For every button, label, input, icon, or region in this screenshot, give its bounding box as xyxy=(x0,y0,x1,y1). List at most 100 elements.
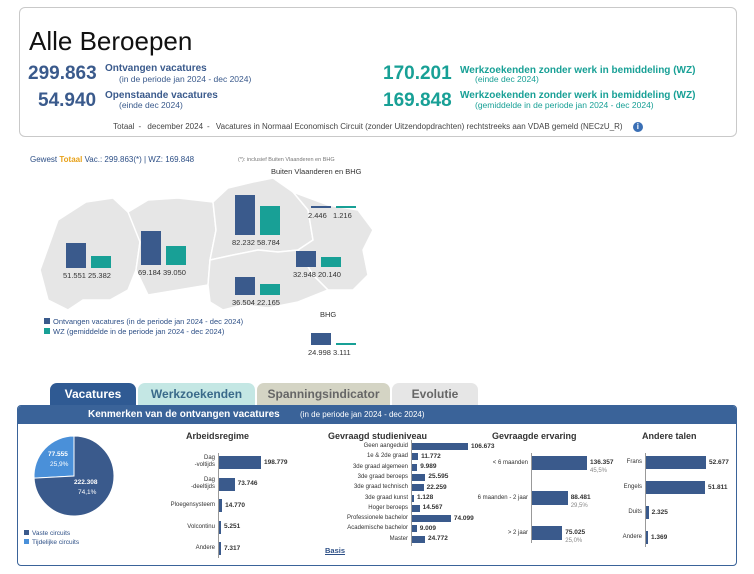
map-bar-wz-vlaams-brabant xyxy=(260,284,280,295)
kpi-received-value: 299.863 xyxy=(28,63,97,84)
tab-spanningsindicator[interactable]: Spanningsindicator xyxy=(257,383,390,405)
val-andere-talen-frans: 52.677 xyxy=(709,458,729,466)
val-gevraagde-ervaring--2-jaar: 75.025 xyxy=(565,529,586,536)
map-bar-vac-buiten-vlaanderen-en-bhg xyxy=(311,206,331,208)
tab-werkzoekenden[interactable]: Werkzoekenden xyxy=(138,383,255,405)
pie-legend-tijdelijk: Tijdelijke circuits xyxy=(24,539,79,546)
kpi-received-sub: (in de periode jan 2024 - dec 2024) xyxy=(119,74,252,84)
map-bar-vac-limburg xyxy=(296,250,316,267)
bar-gevraagd-studieniveau-professionele-bachelor xyxy=(412,515,451,523)
map-bar-vac-oost-vlaanderen xyxy=(141,231,161,265)
kpi-open-sub: (einde dec 2024) xyxy=(119,100,183,110)
cat-gevraagd-studieniveau-3de-graad-kunst: 3de graad kunst xyxy=(364,494,408,501)
kpi-wz-avg-sub: (gemiddelde in de periode jan 2024 - dec… xyxy=(475,100,654,110)
val-gevraagd-studieniveau-professionele-bachelor: 74.099 xyxy=(453,514,474,522)
val-andere-talen-andere: 1.369 xyxy=(651,533,668,541)
cat-gevraagd-studieniveau-3de-graad-beroeps: 3de graad beroeps xyxy=(357,473,408,480)
val-gevraagd-studieniveau-3de-graad-technisch: 22.259 xyxy=(426,483,447,491)
axis-andere-talen xyxy=(645,453,646,547)
val-andere-talen-duits: 2.325 xyxy=(651,508,668,516)
legend-swatch-wz xyxy=(44,328,50,334)
map-value-wz-limburg: 20.140 xyxy=(318,270,341,279)
bar-gevraagd-studieniveau-3de-graad-algemeen xyxy=(412,463,418,471)
map-bar-wz-antwerpen xyxy=(260,206,280,235)
map-bar-wz-bhg xyxy=(336,343,356,345)
circuits-pie-chart xyxy=(33,435,115,517)
val-arbeidsregime-dag-deeltijds: 73.746 xyxy=(237,480,258,487)
map-bar-wz-buiten-vlaanderen-en-bhg xyxy=(336,206,356,208)
tab-evolutie[interactable]: Evolutie xyxy=(392,383,478,405)
kpi-wz-end-sub: (einde dec 2024) xyxy=(475,74,539,84)
characteristics-panel: Kenmerken van de ontvangen vacatures (in… xyxy=(17,405,737,566)
section-title-talen: Andere talen xyxy=(642,431,697,441)
pie-label-tijdelijk-pct: 25,9% xyxy=(50,461,69,468)
tab-vacatures[interactable]: Vacatures xyxy=(50,383,136,405)
axis-gevraagd-studieniveau xyxy=(411,440,412,546)
map-bar-wz-west-vlaanderen xyxy=(91,255,111,268)
map-value-wz-west-vlaanderen: 25.382 xyxy=(88,271,111,280)
map-value-vac-antwerpen: 82.232 xyxy=(232,238,255,247)
legend-swatch-vacatures xyxy=(44,318,50,324)
pie-swatch-tijdelijk xyxy=(24,539,29,544)
cat-gevraagd-studieniveau-3de-graad-technisch: 3de graad technisch xyxy=(353,484,408,491)
bar-arbeidsregime-ploegensysteem xyxy=(219,499,223,512)
pie-slice-vaste-circuits xyxy=(33,435,115,517)
summary-card: Alle Beroepen 299.863 Ontvangen vacature… xyxy=(19,7,737,137)
bar-gevraagd-studieniveau-3de-graad-technisch xyxy=(412,484,424,492)
bar-gevraagde-ervaring--6-maanden xyxy=(532,456,587,470)
pct-gevraagde-ervaring-6-maanden-2-jaar: 29,5% xyxy=(570,503,588,509)
map-bar-vac-vlaams-brabant xyxy=(235,277,255,295)
cat-arbeidsregime-ploegensysteem: Ploegensysteem xyxy=(170,502,215,508)
map-value-wz-buiten-vlaanderen-en-bhg: 1.216 xyxy=(333,211,352,220)
cat-gevraagde-ervaring--2-jaar: > 2 jaar xyxy=(507,529,528,536)
info-icon[interactable]: i xyxy=(632,122,643,132)
section-title-ervaring: Gevraagde ervaring xyxy=(492,431,577,441)
kpi-wz-end-label: Werkzoekenden zonder werk in bemiddeling… xyxy=(460,65,696,76)
cat-gevraagd-studieniveau-3de-graad-algemeen: 3de graad algemeen xyxy=(352,463,408,470)
panel-subtitle: (in de periode jan 2024 - dec 2024) xyxy=(300,410,425,419)
cat-gevraagde-ervaring-6-maanden-2-jaar: 6 maanden - 2 jaar xyxy=(477,494,528,501)
axis-arbeidsregime xyxy=(218,453,219,558)
cat-arbeidsregime-dag-voltijds: Dag -voltijds xyxy=(194,455,215,468)
map-bar-vac-bhg xyxy=(311,332,331,345)
pie-swatch-vast xyxy=(24,530,29,535)
map-value-vac-west-vlaanderen: 51.551 xyxy=(63,271,86,280)
gewest-summary: Gewest Totaal Vac.: 299.863(*) | WZ: 169… xyxy=(30,155,195,164)
bar-andere-talen-frans xyxy=(646,456,706,469)
filter-total: Totaal xyxy=(113,122,135,131)
bar-arbeidsregime-dag-deeltijds xyxy=(219,477,235,491)
bar-andere-talen-engels xyxy=(646,481,705,494)
pie-legend-vast: Vaste circuits xyxy=(24,530,70,537)
cat-arbeidsregime-dag-deeltijds: Dag -deeltijds xyxy=(190,476,215,490)
map-value-vac-limburg: 32.948 xyxy=(293,270,316,279)
val-gevraagd-studieniveau-hoger-beroeps: 14.567 xyxy=(422,504,443,512)
cat-gevraagd-studieniveau-geen-aangeduid: Geen aangeduid xyxy=(363,443,408,449)
map-bar-vac-antwerpen xyxy=(235,195,255,235)
legend-vacatures: Ontvangen vacatures (in de periode jan 2… xyxy=(44,317,243,326)
cat-arbeidsregime-volcontinu: Volcontinu xyxy=(187,523,215,530)
bar-gevraagde-ervaring-6-maanden-2-jaar xyxy=(532,491,568,505)
basis-link[interactable]: Basis xyxy=(325,546,346,555)
val-arbeidsregime-dag-voltijds: 198.779 xyxy=(264,458,288,466)
val-gevraagd-studieniveau-academische-bachelor: 9.009 xyxy=(419,524,436,532)
map-value-wz-bhg: 3.111 xyxy=(333,348,351,357)
axis-gevraagde-ervaring xyxy=(531,453,532,543)
map-value-vac-bhg: 24.998 xyxy=(308,348,331,357)
map-value-vac-vlaams-brabant: 36.504 xyxy=(232,298,255,307)
legend-wz: WZ (gemiddelde in de periode jan 2024 - … xyxy=(44,327,224,336)
section-title-studieniveau: Gevraagd studieniveau xyxy=(328,431,428,441)
cat-arbeidsregime-andere: Andere xyxy=(195,545,215,551)
outside-region-label: Buiten Vlaanderen en BHG xyxy=(271,167,362,176)
val-gevraagd-studieniveau-geen-aangeduid: 106.673 xyxy=(471,442,495,450)
kpi-open-label: Openstaande vacatures xyxy=(105,90,218,101)
map-region-west-vlaanderen xyxy=(39,197,141,311)
filter-period: december 2024 xyxy=(147,122,204,131)
map-footnote: (*): inclusief Buiten Vlaanderen en BHG xyxy=(238,157,335,163)
cat-andere-talen-duits: Duits xyxy=(628,509,642,515)
bar-andere-talen-duits xyxy=(646,506,649,519)
map-value-vac-buiten-vlaanderen-en-bhg: 2.446 xyxy=(308,211,327,220)
bar-andere-talen-andere xyxy=(646,531,648,544)
val-arbeidsregime-andere: 7.317 xyxy=(224,544,241,552)
cat-andere-talen-engels: Engels xyxy=(623,484,642,490)
val-arbeidsregime-ploegensysteem: 14.770 xyxy=(225,501,245,509)
